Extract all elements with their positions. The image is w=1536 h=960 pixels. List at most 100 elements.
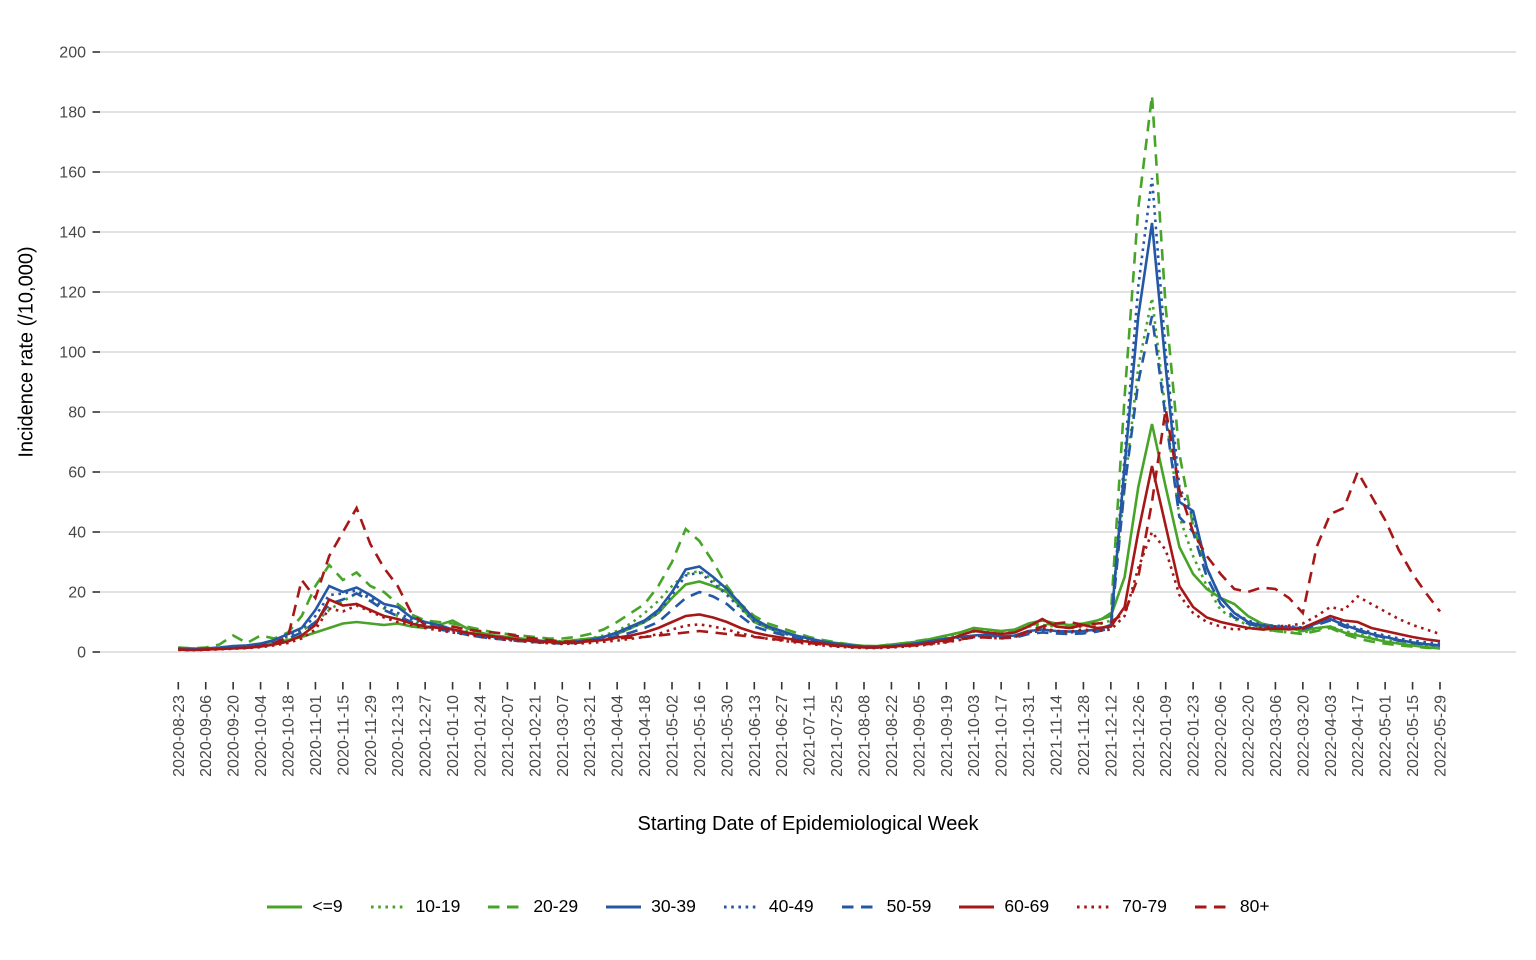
x-tick-label: 2021-05-02 (665, 695, 682, 777)
x-tick-label: 2021-11-14 (1048, 695, 1065, 776)
series-line-30-39 (178, 222, 1441, 651)
legend-item-50-59: 50-59 (841, 896, 932, 917)
y-tick-label: 180 (59, 105, 86, 122)
x-tick-label: 2021-10-17 (994, 695, 1011, 777)
gridlines (100, 51, 1516, 653)
x-tick-label: 2020-09-20 (226, 695, 243, 777)
x-tick-label: 2021-01-10 (445, 695, 462, 777)
y-tick-label: 100 (59, 345, 86, 362)
legend-item-40-49: 40-49 (723, 896, 814, 917)
x-tick-label: 2021-08-22 (884, 695, 901, 777)
legend-label: 10-19 (415, 896, 461, 916)
x-tick-label: 2022-01-09 (1158, 695, 1175, 777)
y-tick-label: 20 (68, 585, 86, 602)
y-tick-label: 0 (77, 645, 86, 662)
x-tick-label: 2021-08-08 (857, 695, 874, 777)
legend-item-60-69: 60-69 (958, 896, 1049, 917)
y-tick-label: 80 (68, 405, 86, 422)
legend-key-80+ (1194, 905, 1230, 908)
x-tick-label: 2021-05-30 (719, 695, 736, 777)
x-tick-label: 2021-09-05 (911, 695, 928, 777)
x-tick-label: 2021-05-16 (692, 695, 709, 777)
legend-label: 50-59 (886, 896, 932, 916)
x-tick-label: 2022-01-23 (1186, 695, 1203, 777)
legend-label: 40-49 (768, 896, 814, 916)
x-axis-title: Starting Date of Epidemiological Week (637, 813, 979, 835)
legend-key-<=9 (267, 905, 303, 908)
series-line-60-69 (178, 465, 1441, 652)
x-tick-label: 2021-04-04 (610, 695, 627, 777)
y-axis-title: Incidence rate (/10,000) (15, 246, 38, 458)
series-line-40-49 (178, 177, 1441, 651)
x-tick-label: 2021-02-07 (500, 695, 517, 777)
legend-label: 60-69 (1004, 896, 1050, 916)
legend-label: 30-39 (651, 896, 696, 916)
x-tick-label: 2021-03-21 (582, 695, 599, 777)
x-tick-label: 2022-05-29 (1432, 695, 1449, 777)
x-tick-label: 2022-02-06 (1213, 695, 1230, 777)
x-tick-label: 2020-11-29 (363, 695, 380, 776)
x-tick-label: 2021-10-31 (1021, 695, 1038, 777)
x-tick-label: 2020-10-18 (281, 695, 298, 777)
legend-item-30-39: 30-39 (605, 896, 696, 917)
x-tick-label: 2020-09-06 (198, 695, 215, 777)
series-lines (178, 95, 1442, 652)
x-tick-label: 2022-04-17 (1350, 695, 1367, 777)
x-tick-label: 2022-02-20 (1240, 695, 1257, 777)
legend-key-10-19 (370, 905, 406, 908)
y-tick-label: 200 (59, 45, 86, 62)
x-tick-label: 2022-03-06 (1268, 695, 1285, 777)
legend-item-80+: 80+ (1194, 896, 1270, 917)
y-axis: 0 20 40 60 80 100 120 140 160 180 200 (59, 45, 100, 662)
x-tick-label: 2020-12-13 (390, 695, 407, 777)
legend-item-10-19: 10-19 (370, 896, 461, 917)
x-tick-label: 2021-02-21 (527, 695, 544, 777)
legend-label: 70-79 (1122, 896, 1167, 916)
x-tick-label: 2022-05-01 (1378, 695, 1395, 777)
x-tick-label: 2021-06-13 (747, 695, 764, 777)
x-tick-label: 2020-10-04 (253, 695, 270, 777)
x-tick-label: 2021-12-26 (1131, 695, 1148, 777)
legend-item-20-29: 20-29 (487, 896, 578, 917)
series-line-20-29 (178, 95, 1441, 650)
x-axis: 2020-08-23 2020-09-06 2020-09-20 2020-10-04… (171, 682, 1449, 777)
series-line-80+ (178, 408, 1442, 652)
legend-label: 80+ (1239, 896, 1270, 916)
x-tick-label: 2020-08-23 (171, 695, 188, 777)
legend-item-70-79: 70-79 (1076, 896, 1167, 917)
x-tick-label: 2021-04-18 (637, 695, 654, 777)
x-tick-label: 2022-03-20 (1295, 695, 1312, 777)
legend-label: <=9 (312, 896, 343, 916)
legend-item-<=9: <=9 (266, 896, 343, 917)
y-tick-label: 60 (68, 465, 86, 482)
legend-key-50-59 (841, 905, 877, 908)
x-tick-label: 2021-03-07 (555, 695, 572, 777)
legend-key-20-29 (488, 905, 524, 908)
legend-label: 20-29 (533, 896, 579, 916)
series-line-50-59 (178, 315, 1441, 651)
y-tick-label: 40 (68, 525, 86, 542)
x-tick-label: 2020-12-27 (418, 695, 435, 777)
x-tick-label: 2021-06-27 (774, 695, 791, 777)
x-tick-label: 2021-12-12 (1103, 695, 1120, 777)
series-line-70-79 (178, 529, 1441, 652)
y-tick-label: 140 (59, 225, 86, 242)
legend-key-40-49 (723, 905, 759, 908)
x-tick-label: 2020-11-01 (308, 695, 325, 776)
x-tick-label: 2022-05-15 (1405, 695, 1422, 777)
x-tick-label: 2021-01-24 (473, 695, 490, 777)
legend: <=9 10-19 20-29 30-39 40-49 50-59 60-69 70-79 80… (0, 896, 1536, 917)
legend-key-30-39 (606, 905, 642, 908)
x-tick-label: 2021-07-25 (829, 695, 846, 777)
x-tick-label: 2021-11-28 (1076, 695, 1093, 776)
x-tick-label: 2022-04-03 (1323, 695, 1340, 777)
y-tick-label: 160 (59, 165, 86, 182)
legend-key-70-79 (1077, 905, 1113, 908)
x-tick-label: 2021-07-11 (802, 695, 819, 776)
x-tick-label: 2020-11-15 (335, 695, 352, 776)
legend-key-60-69 (959, 905, 995, 908)
series-line-<=9 (178, 423, 1441, 651)
x-tick-label: 2021-09-19 (939, 695, 956, 777)
